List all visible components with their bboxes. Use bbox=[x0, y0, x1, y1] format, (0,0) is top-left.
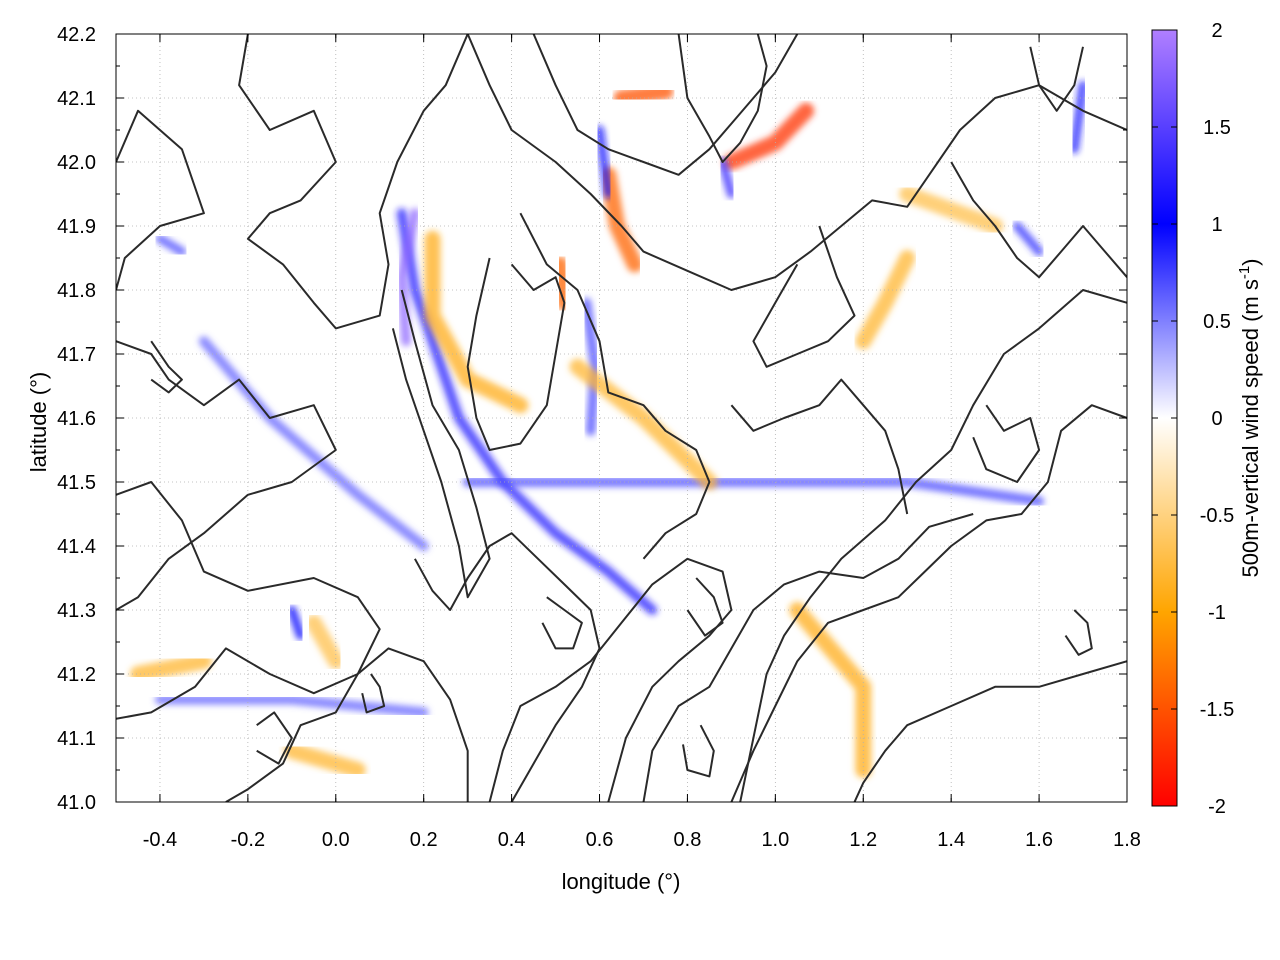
field-feature-lift-22 bbox=[1069, 80, 1088, 154]
contour-line-22 bbox=[686, 577, 724, 637]
contour-line-21 bbox=[541, 596, 583, 650]
contour-line-9 bbox=[853, 660, 1127, 802]
x-tick-label-11: 1.8 bbox=[1113, 829, 1141, 851]
field-feature-lift-19 bbox=[718, 157, 736, 199]
contour-line-27 bbox=[150, 340, 183, 394]
contour-line-15 bbox=[519, 212, 711, 560]
field-feature-sink-6 bbox=[424, 230, 529, 414]
field-feature-ridge-3 bbox=[198, 336, 429, 551]
x-axis: -0.4 -0.2 0.0 0.2 0.4 0.6 0.8 1.0 1.2 1.4 1.6 1.8 bbox=[143, 34, 1141, 851]
colorbar-label: 500m-vertical wind speed (m s-1) bbox=[1236, 258, 1263, 577]
colorbar-ticks: 2 1.5 1 0.5 0 -0.5 -1 -1.5 -2 bbox=[1152, 20, 1234, 818]
contour-line-2 bbox=[116, 481, 381, 720]
x-tick-label-7: 1.0 bbox=[761, 829, 789, 851]
y-tick-label-5: 41.5 bbox=[57, 472, 96, 494]
y-tick-label-8: 41.8 bbox=[57, 280, 96, 302]
y-tick-label-4: 41.4 bbox=[57, 536, 96, 558]
y-tick-label-12: 42.2 bbox=[57, 24, 96, 46]
contour-line-12 bbox=[225, 647, 469, 802]
colorbar-tick-label-1: 1.5 bbox=[1203, 117, 1231, 139]
contour-line-10 bbox=[642, 513, 974, 802]
field-feature-sink-12 bbox=[855, 250, 916, 350]
y-tick-label-11: 42.1 bbox=[57, 88, 96, 110]
colorbar-tick-label-2: 1 bbox=[1211, 214, 1222, 236]
contour-line-8 bbox=[739, 289, 1127, 802]
y-tick-label-10: 42.0 bbox=[57, 152, 96, 174]
x-tick-label-2: 0.0 bbox=[322, 829, 350, 851]
y-tick-label-9: 41.9 bbox=[57, 216, 96, 238]
x-tick-label-3: 0.2 bbox=[410, 829, 438, 851]
contour-line-17 bbox=[730, 378, 909, 515]
y-tick-label-3: 41.3 bbox=[57, 600, 96, 622]
contour-line-28 bbox=[1029, 46, 1084, 112]
y-tick-label-2: 41.2 bbox=[57, 664, 96, 686]
colorbar-label-end: ) bbox=[1238, 258, 1263, 265]
y-tick-label-6: 41.6 bbox=[57, 408, 96, 430]
y-tick-label-0: 41.0 bbox=[57, 792, 96, 814]
field-feature-sink-16 bbox=[613, 83, 674, 106]
y-axis-label: latitude (°) bbox=[26, 372, 51, 473]
x-tick-label-9: 1.4 bbox=[937, 829, 965, 851]
field-feature-sink-7 bbox=[569, 358, 718, 490]
field-feature-lift-24 bbox=[155, 234, 187, 257]
contour-line-26 bbox=[1064, 609, 1093, 656]
colorbar-tick-label-7: -1.5 bbox=[1200, 699, 1234, 721]
x-tick-label-4: 0.4 bbox=[498, 829, 526, 851]
y-axis: 41.0 41.1 41.2 41.3 41.4 41.5 41.6 41.7 41.8 41.9… bbox=[57, 24, 1127, 814]
contour-line-4 bbox=[466, 34, 1127, 291]
x-tick-label-10: 1.6 bbox=[1025, 829, 1053, 851]
contour-line-13 bbox=[414, 532, 601, 802]
contour-line-0 bbox=[116, 109, 205, 291]
contour-line-20 bbox=[972, 404, 1041, 483]
contour-line-5 bbox=[532, 34, 799, 176]
contour-line-16 bbox=[466, 257, 566, 451]
x-axis-label: longitude (°) bbox=[562, 869, 681, 894]
field-feature-ridge-5 bbox=[581, 297, 601, 436]
field-feature-ridge-1 bbox=[396, 208, 420, 347]
colorbar-tick-label-0: 2 bbox=[1211, 20, 1222, 42]
x-tick-label-5: 0.6 bbox=[586, 829, 614, 851]
contour-line-24 bbox=[256, 711, 293, 765]
field-feature-sink-9 bbox=[130, 653, 212, 682]
colorbar-label-main: 500m-vertical wind speed (m s bbox=[1238, 279, 1263, 577]
contour-line-25 bbox=[361, 673, 386, 714]
field-feature-sink-13 bbox=[305, 614, 344, 670]
colorbar-tick-label-8: -2 bbox=[1208, 796, 1226, 818]
x-tick-label-0: -0.4 bbox=[143, 829, 177, 851]
field-feature-lift-21 bbox=[287, 605, 306, 641]
colorbar-label-superscript: -1 bbox=[1236, 266, 1253, 279]
contour-line-19 bbox=[950, 161, 1127, 279]
contour-layer bbox=[116, 34, 1127, 802]
contour-line-7 bbox=[730, 404, 1127, 802]
field-feature-sink-17 bbox=[552, 256, 573, 311]
field-feature-lift-18 bbox=[595, 125, 613, 199]
x-tick-label-1: -0.2 bbox=[231, 829, 265, 851]
x-tick-label-8: 1.2 bbox=[849, 829, 877, 851]
y-tick-label-1: 41.1 bbox=[57, 728, 96, 750]
contour-line-11 bbox=[488, 557, 733, 802]
y-tick-label-7: 41.7 bbox=[57, 344, 96, 366]
field-feature-sink-10 bbox=[283, 742, 366, 778]
contour-line-1 bbox=[116, 340, 337, 611]
contour-line-14 bbox=[391, 289, 491, 599]
field-feature-lift-23 bbox=[1012, 221, 1044, 257]
colorbar-tick-label-6: -1 bbox=[1208, 602, 1226, 624]
colorbar-tick-label-3: 0.5 bbox=[1203, 311, 1231, 333]
contour-line-3 bbox=[238, 34, 469, 330]
contour-line-23 bbox=[682, 724, 715, 778]
x-tick-label-6: 0.8 bbox=[674, 829, 702, 851]
contour-line-6 bbox=[677, 34, 768, 163]
colorbar-tick-label-5: -0.5 bbox=[1200, 505, 1234, 527]
contour-line-18 bbox=[752, 225, 856, 368]
colorbar-tick-label-4: 0 bbox=[1211, 408, 1222, 430]
